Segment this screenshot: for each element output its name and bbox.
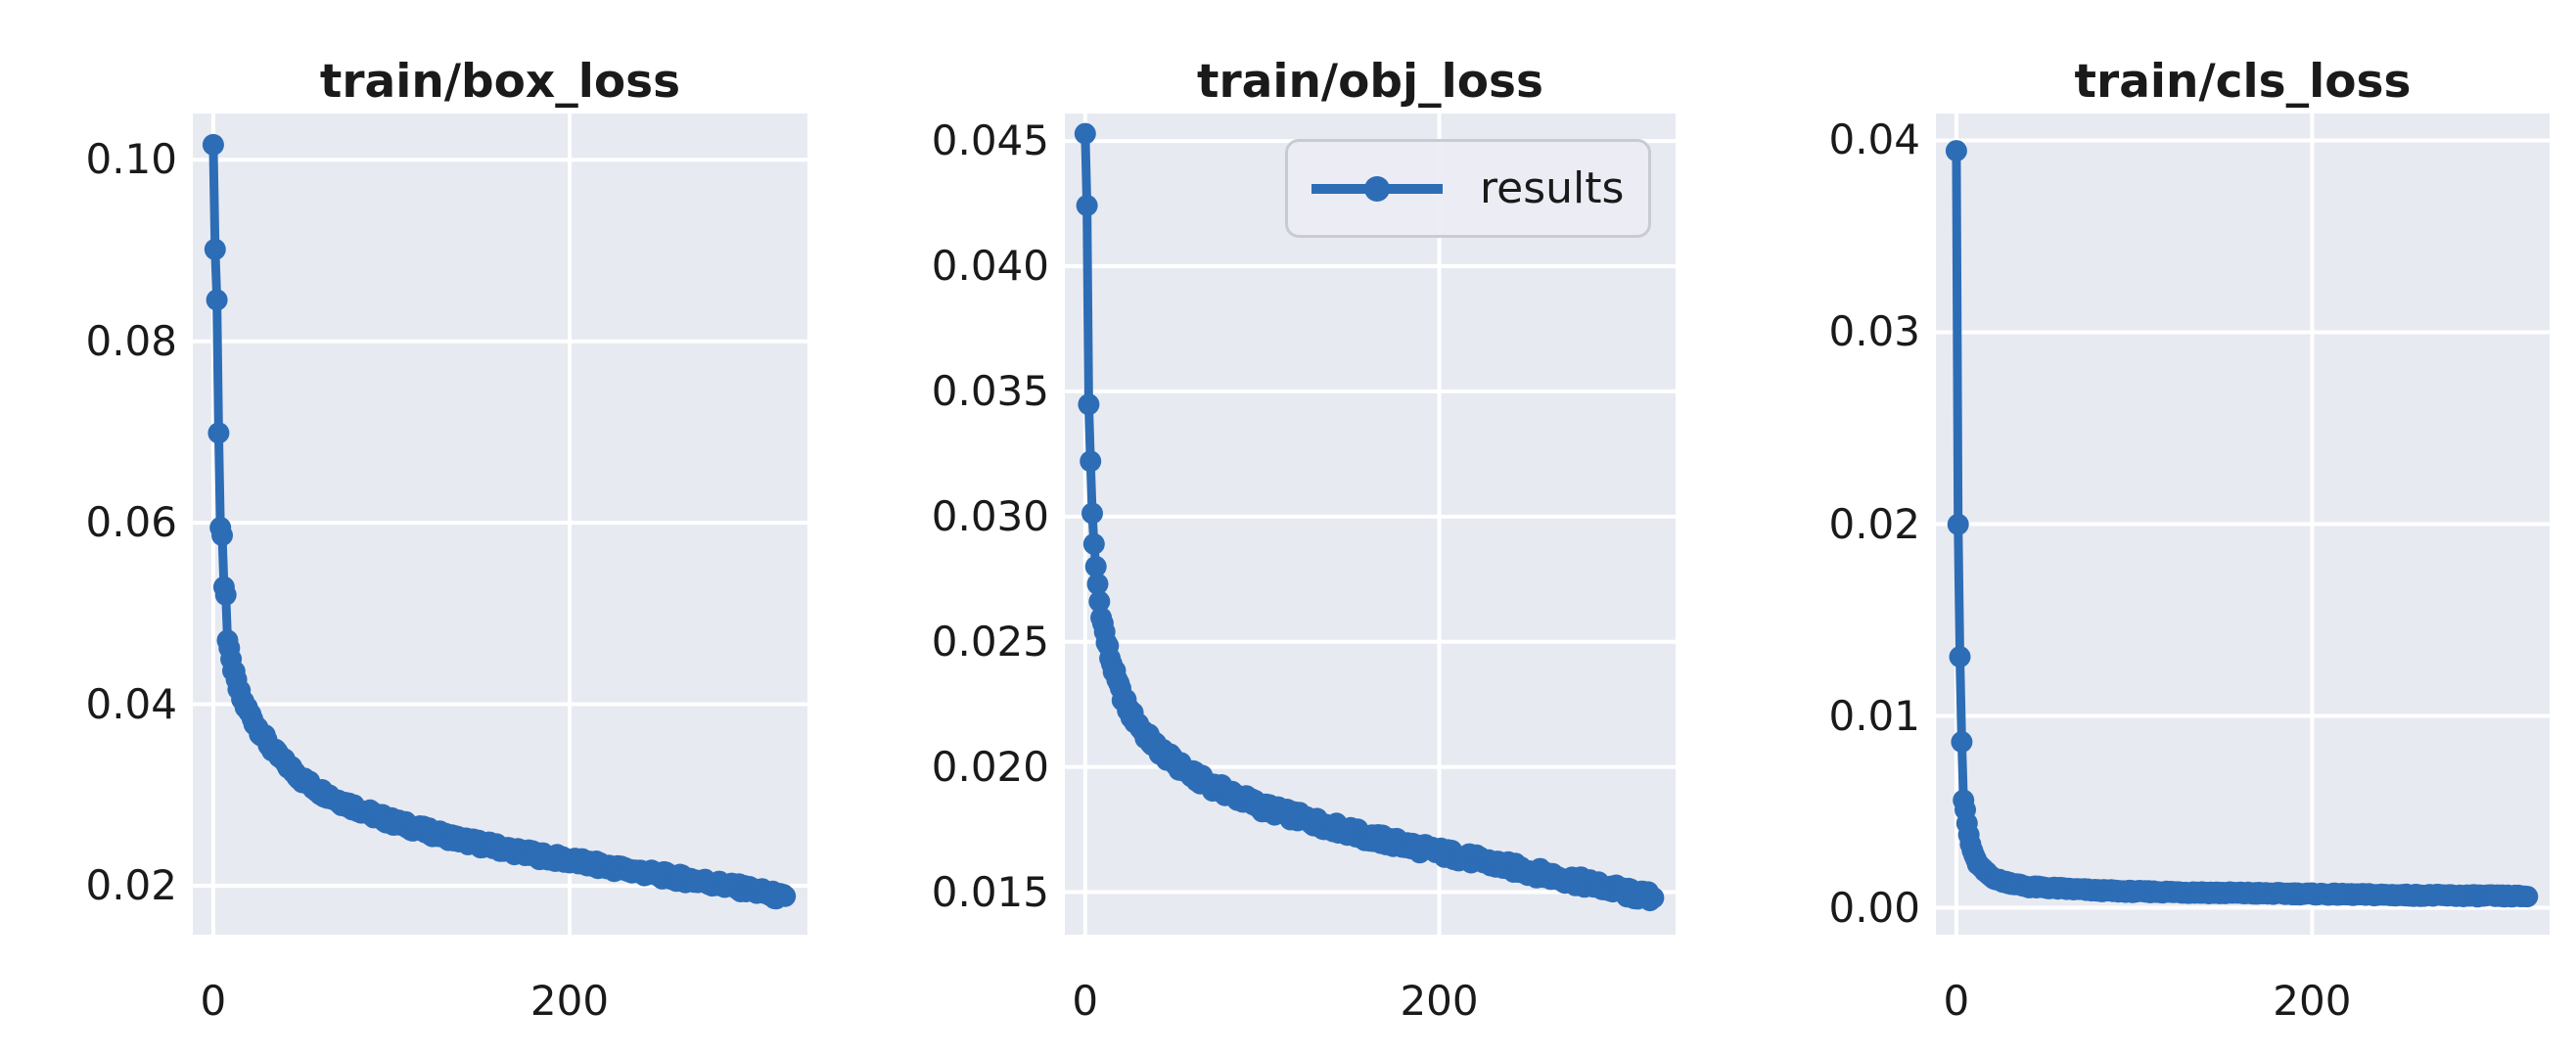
- x-tick-label: 0: [1072, 977, 1099, 1025]
- x-tick-label: 0: [200, 977, 227, 1025]
- y-tick-label: 0.020: [931, 742, 1049, 791]
- y-tick-label: 0.02: [85, 860, 177, 909]
- y-tick-label: 0.035: [931, 366, 1049, 415]
- plot-title-obj-loss: train/obj_loss: [1197, 55, 1543, 109]
- plot-title-box-loss: train/box_loss: [319, 55, 681, 109]
- y-tick-label: 0.00: [1828, 883, 1920, 932]
- y-tick-label: 0.10: [85, 135, 177, 184]
- y-tick-label: 0.06: [85, 498, 177, 547]
- legend-box: results: [1285, 139, 1651, 238]
- y-tick-label: 0.030: [931, 491, 1049, 540]
- x-tick-label: 200: [2273, 977, 2352, 1025]
- y-tick-label: 0.04: [85, 679, 177, 728]
- y-tick-label: 0.04: [1828, 115, 1920, 164]
- y-tick-label: 0.025: [931, 617, 1049, 666]
- y-tick-label: 0.040: [931, 242, 1049, 291]
- legend-marker-icon: [1311, 175, 1443, 202]
- results-markers: [1074, 122, 1665, 912]
- y-tick-label: 0.01: [1828, 691, 1920, 740]
- legend-label: results: [1480, 162, 1625, 213]
- cls-loss-chart: [1936, 114, 2550, 935]
- axes-background: [1065, 114, 1676, 935]
- y-tick-label: 0.08: [85, 316, 177, 365]
- x-tick-label: 200: [1400, 977, 1479, 1025]
- y-tick-label: 0.045: [931, 116, 1049, 165]
- y-tick-label: 0.02: [1828, 499, 1920, 548]
- y-tick-label: 0.03: [1828, 307, 1920, 356]
- results-markers: [1945, 140, 2539, 908]
- y-tick-label: 0.015: [931, 867, 1049, 916]
- results-markers: [202, 133, 797, 910]
- box-loss-chart: [193, 114, 807, 935]
- x-tick-label: 200: [529, 977, 610, 1025]
- x-tick-label: 0: [1943, 977, 1970, 1025]
- plot-title-cls-loss: train/cls_loss: [2074, 55, 2412, 109]
- obj-loss-chart: [1065, 114, 1676, 935]
